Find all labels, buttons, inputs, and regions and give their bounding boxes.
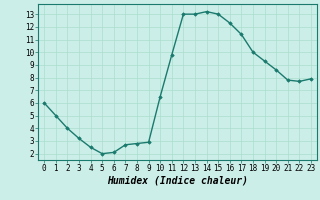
X-axis label: Humidex (Indice chaleur): Humidex (Indice chaleur) bbox=[107, 176, 248, 186]
